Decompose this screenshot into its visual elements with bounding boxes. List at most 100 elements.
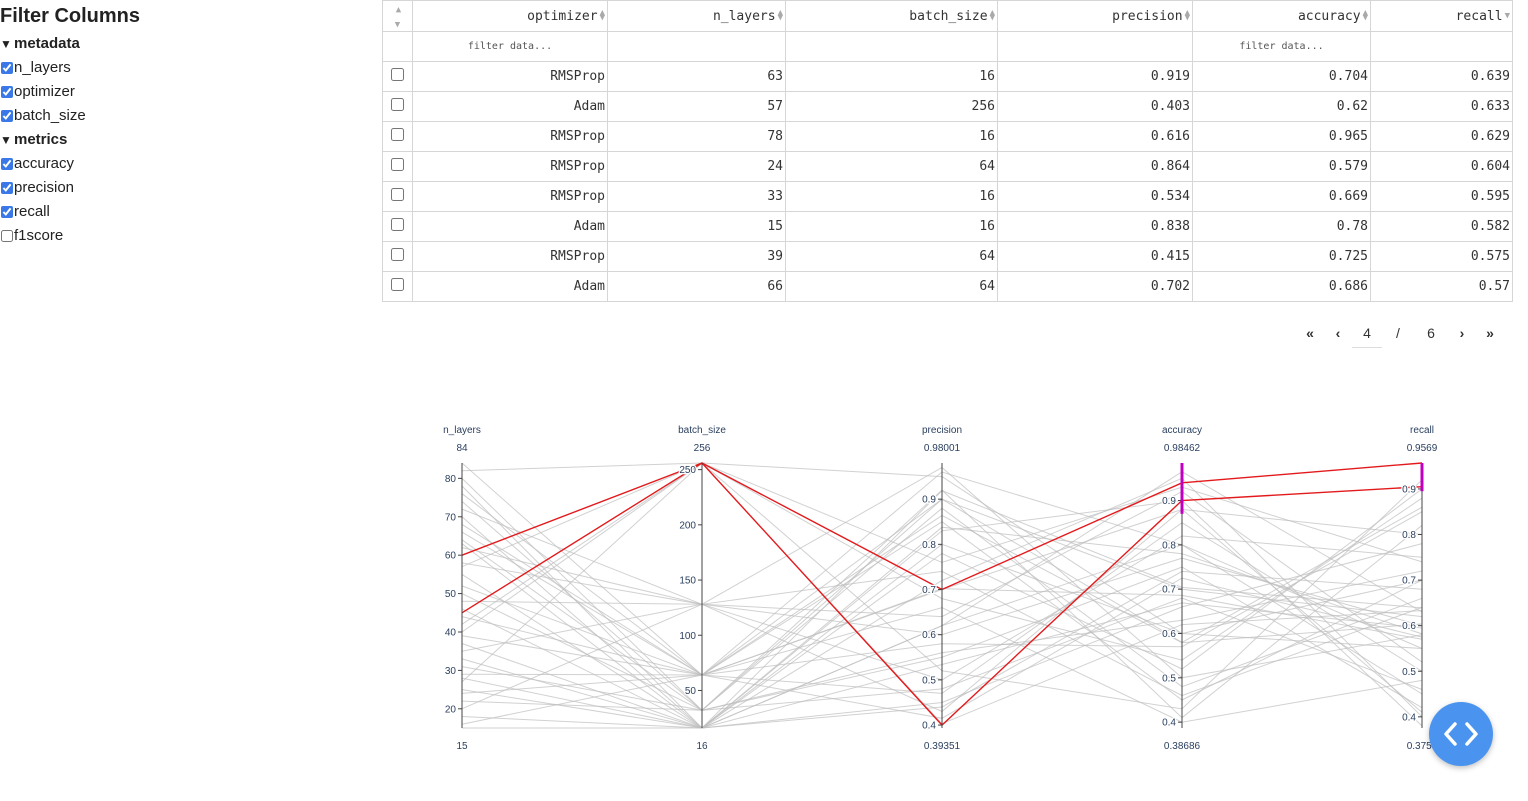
sort-icon[interactable]: ▲ ▼: [989, 8, 995, 23]
code-toggle-button[interactable]: [1429, 702, 1493, 766]
row-select-cell: [382, 61, 413, 92]
row-select-checkbox[interactable]: [391, 98, 404, 111]
axis-min-label: 0.39351: [924, 741, 961, 752]
table-row[interactable]: RMSProp 78 16 0.616 0.965 0.629: [382, 121, 1513, 152]
column-checkbox[interactable]: [1, 62, 13, 74]
table-row[interactable]: RMSProp 63 16 0.919 0.704 0.639: [382, 61, 1513, 92]
sort-icon[interactable]: ▲ ▼: [599, 8, 605, 23]
next-page-button[interactable]: ›: [1459, 325, 1465, 341]
axis-tick-label: 0.9: [1402, 484, 1416, 495]
row-select-checkbox[interactable]: [391, 248, 404, 261]
column-filter-n_layers[interactable]: n_layers: [0, 56, 380, 80]
table-cell: 0.575: [1370, 241, 1513, 272]
column-filter-input[interactable]: [997, 31, 1193, 62]
axis-tick-label: 0.5: [922, 675, 936, 686]
column-checkbox[interactable]: [1, 158, 13, 170]
column-header-precision[interactable]: precision ▲ ▼: [997, 0, 1193, 32]
axis-min-label: 0.3755: [1407, 741, 1438, 752]
axis-max-label: 256: [694, 443, 711, 454]
table-cell: 0.629: [1370, 121, 1513, 152]
column-filter-recall[interactable]: recall: [0, 200, 380, 224]
column-filter-input[interactable]: [607, 31, 786, 62]
column-checkbox[interactable]: [1, 86, 13, 98]
pagination: « ‹ 4 / 6 › »: [1296, 318, 1516, 348]
group-toggle-metadata[interactable]: ▼ metadata: [0, 32, 380, 56]
brush-selection-accuracy[interactable]: [1180, 463, 1184, 514]
column-filter-input[interactable]: [785, 31, 998, 62]
row-select-checkbox[interactable]: [391, 278, 404, 291]
column-header-optimizer[interactable]: optimizer ▲ ▼: [412, 0, 608, 32]
table-row[interactable]: RMSProp 24 64 0.864 0.579 0.604: [382, 151, 1513, 182]
column-checkbox[interactable]: [1, 206, 13, 218]
axis-tick-label: 80: [445, 474, 457, 485]
axis-recall[interactable]: recall 0.9569 0.3755 0.4 0.5 0.6 0.7 0.8 0.9: [1401, 425, 1438, 752]
table-cell: 0.582: [1370, 211, 1513, 242]
axis-tick-label: 0.4: [1402, 712, 1416, 723]
axis-tick-label: 50: [445, 589, 457, 600]
column-filter-input[interactable]: filter data...: [1192, 31, 1371, 62]
row-select-checkbox[interactable]: [391, 218, 404, 231]
sort-icon[interactable]: ▲ ▼: [1184, 8, 1190, 23]
column-header-label: recall: [1455, 8, 1503, 24]
row-select-checkbox[interactable]: [391, 68, 404, 81]
brush-selection-recall[interactable]: [1420, 463, 1424, 492]
table-cell: 0.669: [1192, 181, 1371, 212]
table-cell: 16: [785, 61, 998, 92]
table-cell: 0.604: [1370, 151, 1513, 182]
axis-title: precision: [922, 425, 962, 436]
row-select-cell: [382, 151, 413, 182]
column-header-batch_size[interactable]: batch_size ▲ ▼: [785, 0, 998, 32]
row-select-cell: [382, 91, 413, 122]
axis-tick-label: 0.4: [1162, 718, 1176, 729]
group-toggle-metrics[interactable]: ▼ metrics: [0, 128, 380, 152]
row-select-checkbox[interactable]: [391, 128, 404, 141]
column-header-recall[interactable]: recall ▼: [1370, 0, 1513, 32]
table-cell: 0.838: [997, 211, 1193, 242]
column-checkbox[interactable]: [1, 182, 13, 194]
row-select-cell: [382, 211, 413, 242]
table-cell: 256: [785, 91, 998, 122]
axis-min-label: 15: [456, 741, 468, 752]
table-body: RMSProp 63 16 0.919 0.704 0.639 Adam 57 256 0.403…: [382, 61, 1513, 302]
table-row[interactable]: RMSProp 33 16 0.534 0.669 0.595: [382, 181, 1513, 212]
column-filter-input[interactable]: [1370, 31, 1513, 62]
column-filter-input[interactable]: filter data...: [412, 31, 608, 62]
axis-accuracy[interactable]: accuracy 0.98462 0.38686 0.4 0.5 0.6 0.7 0.8 0.9: [1161, 425, 1202, 752]
table-row[interactable]: Adam 15 16 0.838 0.78 0.582: [382, 211, 1513, 242]
axis-tick-label: 0.9: [1162, 496, 1176, 507]
last-page-button[interactable]: »: [1486, 325, 1494, 341]
table-cell: RMSProp: [412, 241, 608, 272]
sort-descending-icon[interactable]: ▼: [1504, 10, 1510, 21]
table-row[interactable]: RMSProp 39 64 0.415 0.725 0.575: [382, 241, 1513, 272]
sort-icon[interactable]: ▲ ▼: [1362, 8, 1368, 23]
column-filter-f1score[interactable]: f1score: [0, 224, 380, 248]
column-checkbox[interactable]: [1, 230, 13, 242]
prev-page-button[interactable]: ‹: [1335, 325, 1341, 341]
row-select-checkbox[interactable]: [391, 188, 404, 201]
axis-tick-label: 0.8: [922, 540, 936, 551]
column-filter-accuracy[interactable]: accuracy: [0, 152, 380, 176]
select-all-header[interactable]: ▲ ▼: [382, 0, 413, 32]
current-page-input[interactable]: 4: [1352, 325, 1382, 348]
row-select-checkbox[interactable]: [391, 158, 404, 171]
table-cell: 0.864: [997, 151, 1193, 182]
column-header-n_layers[interactable]: n_layers ▲ ▼: [607, 0, 786, 32]
table-row[interactable]: Adam 57 256 0.403 0.62 0.633: [382, 91, 1513, 122]
column-filter-batch_size[interactable]: batch_size: [0, 104, 380, 128]
row-select-cell: [382, 241, 413, 272]
axis-max-label: 0.98001: [924, 443, 961, 454]
column-header-accuracy[interactable]: accuracy ▲ ▼: [1192, 0, 1371, 32]
axis-precision[interactable]: precision 0.98001 0.39351 0.4 0.5 0.6 0.7 0.8 0.…: [921, 425, 962, 752]
sort-icon[interactable]: ▲ ▼: [777, 8, 783, 23]
table-row[interactable]: Adam 66 64 0.702 0.686 0.57: [382, 271, 1513, 302]
column-filter-precision[interactable]: precision: [0, 176, 380, 200]
parallel-coordinates-chart[interactable]: n_layers 84 15 20 30 40 50 60 70 80 batch_size 256 1…: [0, 400, 1528, 770]
column-checkbox[interactable]: [1, 110, 13, 122]
axis-title: accuracy: [1162, 425, 1202, 436]
table-cell: 64: [785, 241, 998, 272]
first-page-button[interactable]: «: [1306, 325, 1314, 341]
axis-batch_size[interactable]: batch_size 256 16 50 100 150 200 250: [678, 425, 726, 752]
column-filter-optimizer[interactable]: optimizer: [0, 80, 380, 104]
table-header-row: ▲ ▼ optimizer ▲ ▼ n_layers ▲ ▼ batch_size ▲ ▼ prec…: [382, 0, 1513, 32]
axis-n_layers[interactable]: n_layers 84 15 20 30 40 50 60 70 80: [443, 425, 481, 752]
